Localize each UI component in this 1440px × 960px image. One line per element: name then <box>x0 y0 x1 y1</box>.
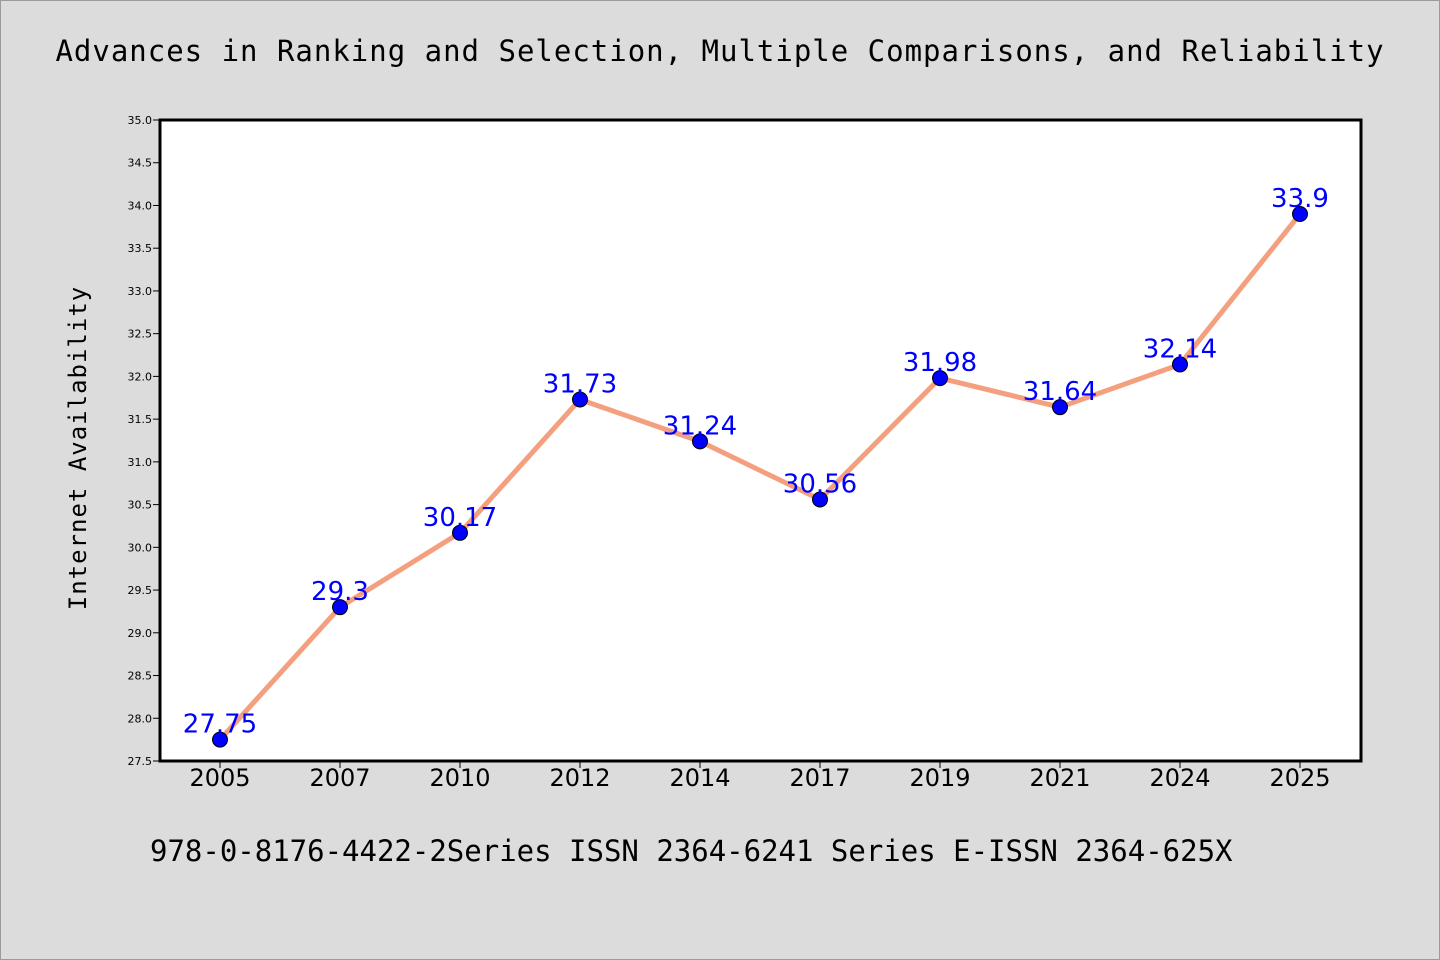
series-line <box>218 212 1302 742</box>
y-tick-label: 32.5 <box>128 328 153 341</box>
y-tick-label: 30.0 <box>128 541 153 554</box>
footer-text: 978-0-8176-4422-2Series ISSN 2364-6241 S… <box>150 834 1233 868</box>
y-tick-label: 34.5 <box>128 157 153 170</box>
x-tick-label: 2012 <box>549 764 610 792</box>
data-label: 30.17 <box>423 503 497 533</box>
data-label: 31.98 <box>903 348 977 378</box>
y-tick-label: 29.5 <box>128 584 153 597</box>
plot-area <box>158 118 1363 763</box>
x-tick-label: 2019 <box>909 764 970 792</box>
x-tick-label: 2007 <box>309 764 370 792</box>
y-tick-label: 28.5 <box>128 670 153 683</box>
data-label: 30.56 <box>783 469 857 499</box>
y-tick-label: 34.0 <box>128 199 153 212</box>
data-label: 29.3 <box>311 577 369 607</box>
y-tick-label: 33.5 <box>128 242 153 255</box>
y-tick-label: 28.0 <box>128 712 153 725</box>
data-point <box>332 599 348 616</box>
data-point <box>572 391 588 408</box>
x-tick-label: 2021 <box>1029 764 1090 792</box>
data-point <box>1292 206 1308 223</box>
data-point <box>812 491 828 508</box>
data-point <box>1052 399 1068 416</box>
x-tick-label: 2024 <box>1149 764 1210 792</box>
data-label: 32.14 <box>1143 334 1217 364</box>
x-tick-label: 2014 <box>669 764 730 792</box>
y-tick-label: 32.0 <box>128 370 153 383</box>
data-label: 33.9 <box>1271 184 1329 214</box>
y-tick-label: 35.0 <box>128 114 153 127</box>
y-tick-label: 29.0 <box>128 627 153 640</box>
data-labels: 27.75 29.3 30.17 31.73 31.24 30.56 31.98 31.64 3… <box>183 184 1329 740</box>
data-point <box>452 524 468 541</box>
data-point <box>212 731 228 748</box>
y-tick-label: 27.5 <box>128 755 153 768</box>
data-label: 31.24 <box>663 411 737 441</box>
series-line-group <box>212 206 1308 748</box>
x-tick-label: 2010 <box>429 764 490 792</box>
x-tick-label: 2005 <box>189 764 250 792</box>
y-axis-title: Internet Availability <box>64 286 92 610</box>
x-tick-label: 2017 <box>789 764 850 792</box>
data-label: 31.73 <box>543 369 617 399</box>
data-point <box>1172 356 1188 373</box>
y-tick-label: 30.5 <box>128 499 153 512</box>
y-axis: 27.5 28.0 28.5 29.0 29.5 30.0 30.5 31.0 31.5 32.0… <box>128 114 160 768</box>
y-tick-label: 31.0 <box>128 456 153 469</box>
data-point <box>692 433 708 450</box>
data-point <box>932 370 948 387</box>
x-axis: 2005 2007 2010 2012 2014 2017 2019 2021 2024 2025 <box>189 761 1331 792</box>
data-label: 31.64 <box>1023 377 1097 407</box>
y-tick-label: 33.0 <box>128 285 153 298</box>
y-tick-label: 31.5 <box>128 413 153 426</box>
data-label: 27.75 <box>183 710 257 740</box>
chart-title: Advances in Ranking and Selection, Multi… <box>55 34 1385 68</box>
x-tick-label: 2025 <box>1269 764 1330 792</box>
